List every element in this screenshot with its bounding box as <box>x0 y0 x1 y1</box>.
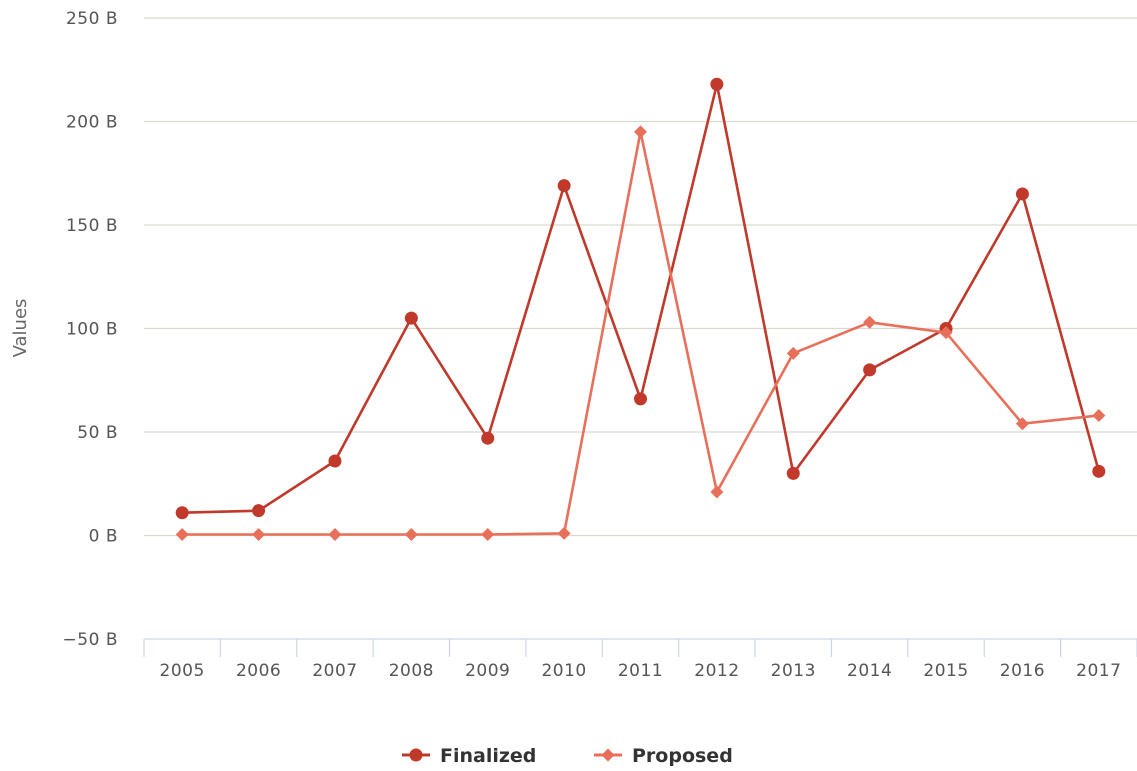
y-tick-label: 250 B <box>66 9 118 29</box>
series-finalized <box>175 77 1106 520</box>
legend-marker[interactable] <box>409 748 423 762</box>
data-point-finalized[interactable] <box>710 77 724 91</box>
data-point-finalized[interactable] <box>634 392 647 406</box>
data-point-proposed[interactable] <box>710 485 724 499</box>
data-point-proposed[interactable] <box>175 527 189 541</box>
x-tick-label: 2010 <box>541 661 586 681</box>
x-tick-label: 2008 <box>389 661 434 681</box>
data-point-proposed[interactable] <box>1092 408 1106 422</box>
legend-item-proposed[interactable]: Proposed <box>594 745 733 767</box>
x-axis-tick-labels: 2005 2006 2007 2008 2009 2010 2011 2012 2013 2014… <box>160 661 1121 681</box>
data-point-proposed[interactable] <box>786 346 800 360</box>
x-tick-label: 2015 <box>923 661 968 681</box>
y-axis-label: Values <box>10 299 31 358</box>
legend[interactable]: Finalized Proposed <box>402 745 733 767</box>
gridlines <box>144 17 1137 537</box>
x-tick-label: 2013 <box>771 661 816 681</box>
x-tick-label: 2009 <box>465 661 510 681</box>
y-tick-label: −50 B <box>63 630 118 650</box>
data-point-finalized[interactable] <box>328 454 342 468</box>
y-tick-label: 50 B <box>77 423 118 443</box>
series-line-finalized <box>182 82 1101 514</box>
series-group <box>175 77 1106 541</box>
data-point-finalized[interactable] <box>404 311 418 325</box>
x-tick-label: 2017 <box>1076 661 1121 681</box>
data-point-proposed[interactable] <box>557 526 571 540</box>
x-axis <box>143 638 1137 657</box>
y-tick-label: 200 B <box>66 113 118 133</box>
legend-label: Finalized <box>440 745 536 767</box>
data-point-finalized[interactable] <box>175 506 189 520</box>
legend-item-finalized[interactable]: Finalized <box>402 745 536 767</box>
data-point-proposed[interactable] <box>1015 417 1029 431</box>
x-tick-label: 2005 <box>160 661 205 681</box>
x-tick-label: 2012 <box>694 661 739 681</box>
data-point-finalized[interactable] <box>1015 187 1029 201</box>
y-tick-label: 0 B <box>89 527 118 547</box>
data-point-proposed[interactable] <box>634 125 647 139</box>
series-line-proposed <box>182 130 1099 536</box>
data-point-proposed[interactable] <box>404 527 418 541</box>
series-proposed <box>175 125 1106 541</box>
data-point-finalized[interactable] <box>786 466 800 480</box>
x-tick-label: 2007 <box>312 661 357 681</box>
x-tick-label: 2006 <box>236 661 281 681</box>
data-point-proposed[interactable] <box>863 315 877 329</box>
data-point-proposed[interactable] <box>939 326 953 340</box>
x-tick-label: 2014 <box>847 661 892 681</box>
data-point-finalized[interactable] <box>1092 464 1106 478</box>
data-point-proposed[interactable] <box>481 527 495 541</box>
data-point-proposed[interactable] <box>328 527 342 541</box>
data-point-finalized[interactable] <box>252 504 266 518</box>
y-tick-label: 150 B <box>66 216 118 236</box>
legend-label: Proposed <box>632 745 733 767</box>
data-point-finalized[interactable] <box>863 363 877 377</box>
x-tick-label: 2016 <box>1000 661 1045 681</box>
x-tick-label: 2011 <box>618 661 663 681</box>
legend-marker[interactable] <box>601 748 615 762</box>
y-axis-tick-labels: −50 B 0 B 50 B 100 B 150 B 200 B 250 B <box>63 9 118 650</box>
y-tick-label: 100 B <box>66 320 118 340</box>
data-point-finalized[interactable] <box>557 179 571 193</box>
data-point-finalized[interactable] <box>481 431 495 445</box>
data-point-proposed[interactable] <box>252 527 266 541</box>
